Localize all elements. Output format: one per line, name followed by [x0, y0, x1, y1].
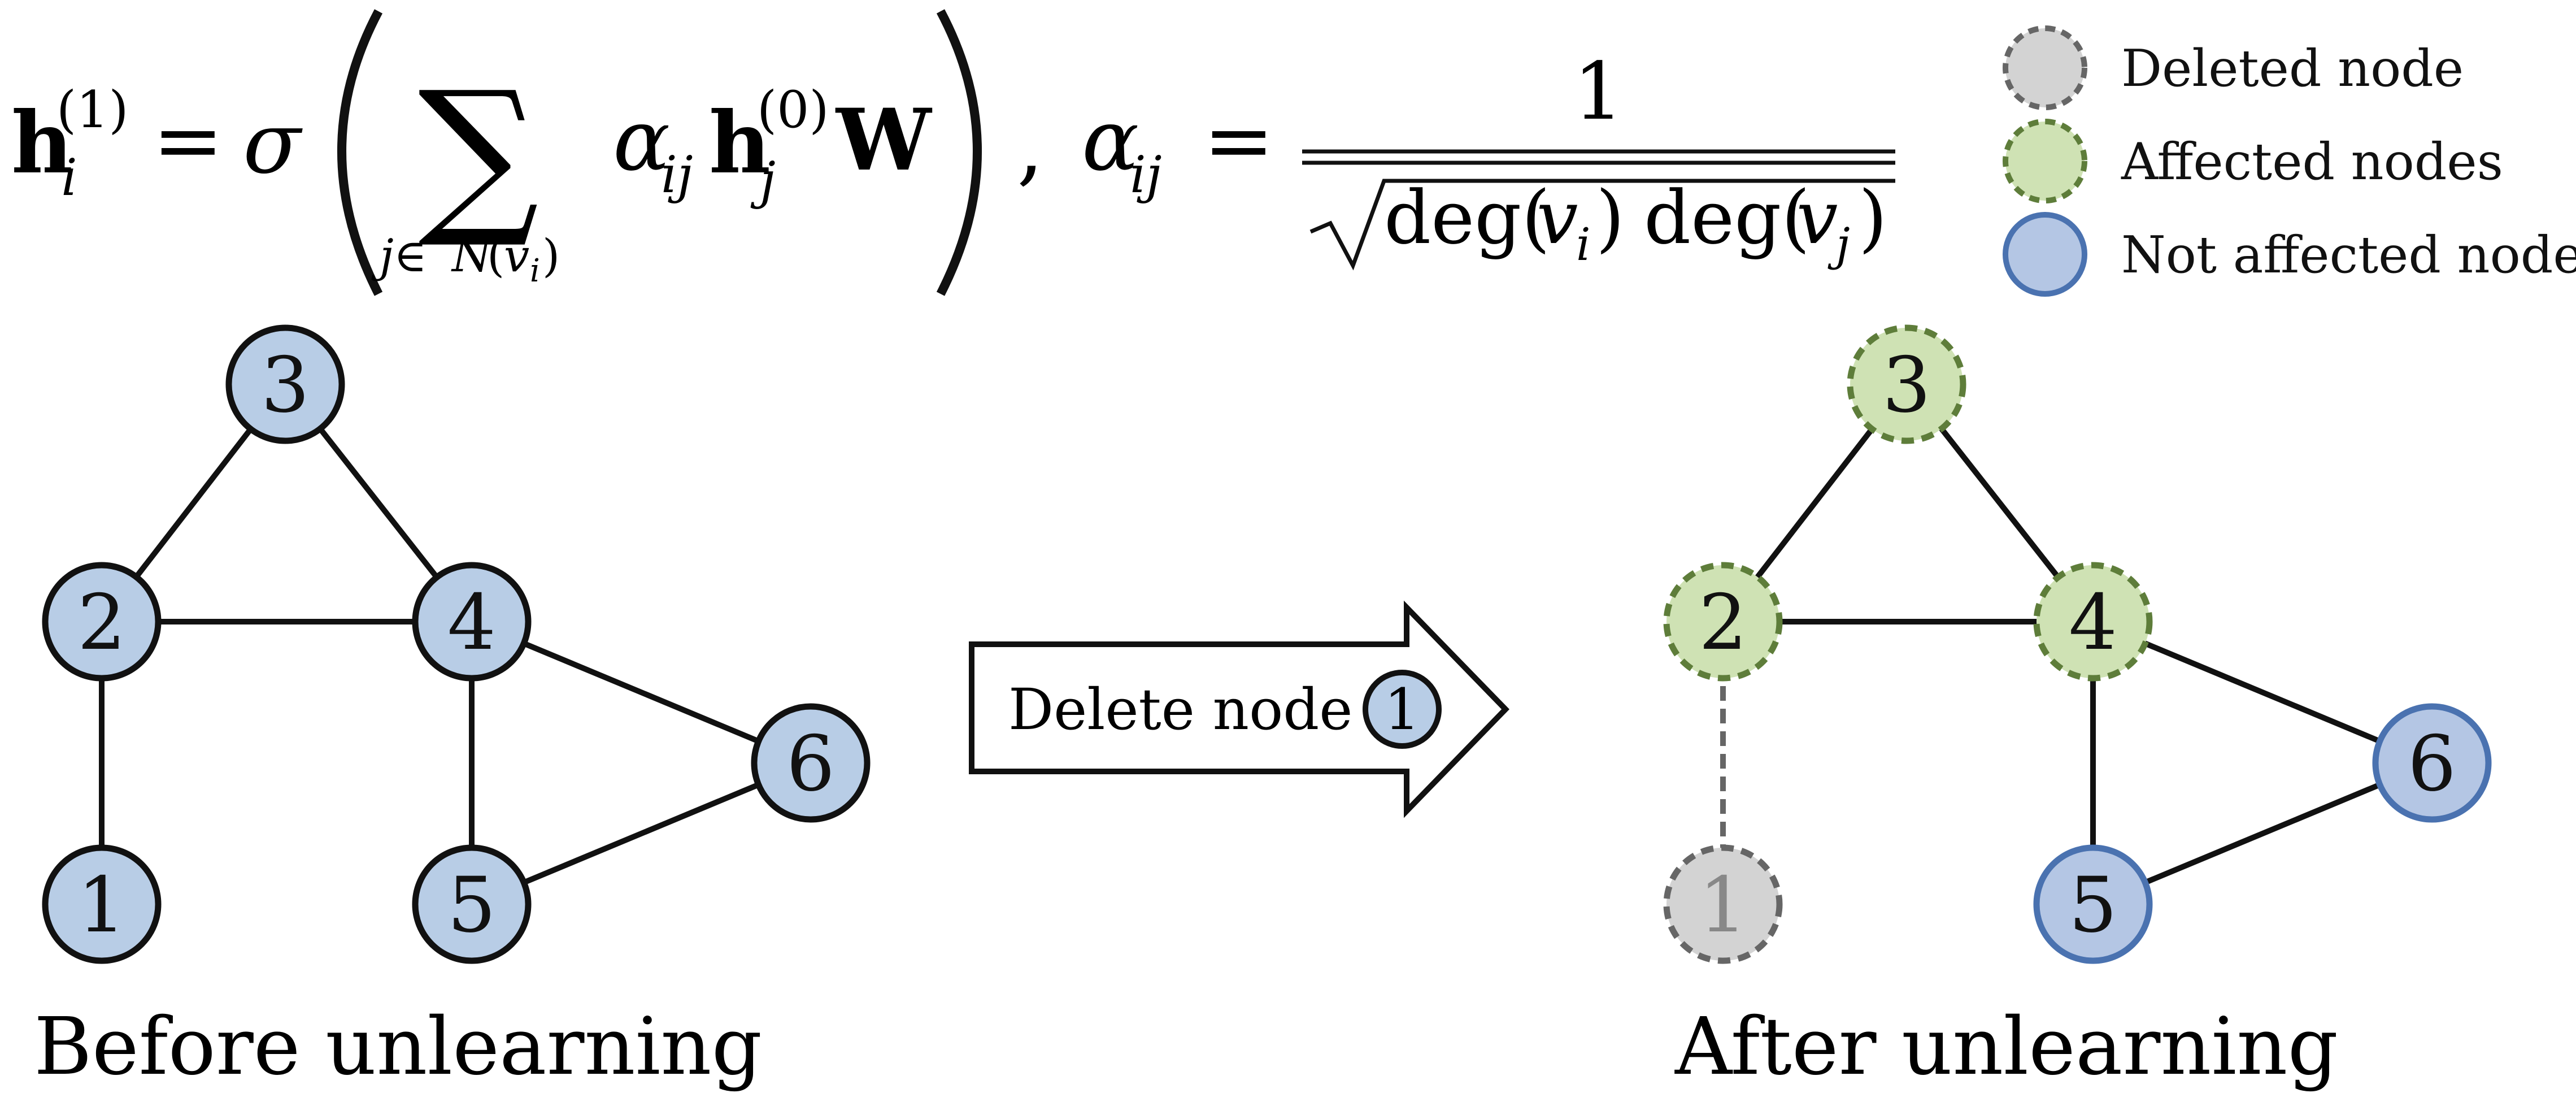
formula-W: W [835, 90, 933, 190]
formula-hj-sup: (0) [757, 80, 829, 140]
formula-vi: v [1537, 175, 1578, 261]
before-node-label-4: 4 [447, 578, 496, 667]
formula-sigma: σ [243, 94, 303, 193]
legend: Deleted node Affected nodes Not affected n… [2003, 25, 2576, 297]
before-node-label-6: 6 [786, 719, 835, 808]
formula-comma: , [1017, 97, 1044, 196]
formula-deg1: deg( [1384, 175, 1550, 261]
formula-hj: h [709, 93, 771, 193]
formula-sqrt-sign [1309, 179, 1895, 271]
before-node-label-5: 5 [447, 861, 496, 949]
arrow-node-label: 1 [1384, 676, 1420, 743]
formula-alpha2: α [1082, 92, 1139, 190]
formula-vi-sub: i [1576, 218, 1591, 271]
after-node-label-4: 4 [2069, 578, 2117, 667]
legend-swatch-affected [2003, 119, 2087, 203]
before-node-label-3: 3 [261, 341, 310, 430]
before-edge-4-6 [471, 619, 812, 766]
before-node-5 [412, 844, 532, 964]
formula-sum-sub-paren-close: ) [542, 229, 560, 282]
before-node-3 [225, 324, 345, 444]
before-node-1 [42, 844, 162, 964]
before-caption: Before unlearning [34, 1001, 762, 1093]
after-node-2 [1663, 562, 1783, 682]
formula-close2: ) [1859, 175, 1887, 261]
after-edge-4-6 [2092, 619, 2433, 766]
formula-sum-sub-j: j∈ [371, 229, 427, 282]
formula-paren-right [936, 9, 982, 296]
arrow-label: Delete node [1008, 676, 1352, 743]
after-node-label-6: 6 [2408, 719, 2456, 808]
formula-alpha-sub: ij [661, 145, 693, 205]
after-caption: After unlearning [1674, 1001, 2338, 1093]
formula-vj: v [1796, 175, 1838, 261]
formula-alpha2-sub: ij [1130, 145, 1162, 205]
formula-lhs-sub: i [61, 148, 77, 207]
formula-paren-left [337, 9, 383, 296]
formula-sum-sub-paren-open: ( [487, 229, 504, 282]
formula-lhs-sup: (1) [56, 80, 129, 140]
after-graph: 1 2 3 4 5 6 [1663, 324, 2492, 964]
after-node-label-2: 2 [1699, 578, 1747, 667]
formula-lhs-h: h [11, 93, 73, 193]
formula-alpha: α [613, 92, 670, 190]
before-node-2 [42, 562, 162, 682]
after-node-5 [2033, 844, 2153, 964]
after-node-1 [1663, 844, 1783, 964]
after-node-label-5: 5 [2069, 861, 2117, 949]
after-node-6 [2372, 703, 2492, 823]
arrow-node-icon [1363, 670, 1442, 749]
before-node-label-1: 1 [77, 861, 126, 949]
after-node-3 [1847, 324, 1966, 444]
before-edge-5-6 [471, 760, 812, 907]
formula-close1: ) [1596, 175, 1625, 261]
after-node-4 [2033, 562, 2153, 682]
before-node-4 [412, 562, 532, 682]
formula: h i (1) = σ ∑ j∈ N ( v i ) α ij h j (0) … [11, 9, 1895, 296]
legend-label-not-affected: Not affected nodes [2121, 225, 2576, 285]
arrow-shape [969, 600, 1509, 818]
legend-swatch-not-affected [2003, 212, 2087, 297]
formula-sum-sub-v: v [504, 229, 529, 282]
formula-numerator: 1 [1573, 46, 1624, 138]
before-graph: 1 2 3 4 5 6 [42, 324, 871, 964]
after-node-label-1: 1 [1699, 861, 1747, 949]
delete-arrow: Delete node 1 [969, 600, 1509, 818]
formula-deg2: deg( [1644, 175, 1810, 261]
after-edge-5-6 [2092, 760, 2433, 907]
legend-swatch-deleted [2003, 25, 2087, 110]
before-node-label-2: 2 [77, 578, 126, 667]
formula-sum: ∑ [418, 55, 539, 252]
legend-label-affected: Affected nodes [2121, 132, 2503, 192]
formula-equals2: = [1203, 92, 1274, 190]
formula-sum-sub-vi: i [530, 253, 540, 289]
formula-sum-sub-N: N [451, 229, 493, 282]
legend-label-deleted: Deleted node [2121, 39, 2464, 98]
formula-equals: = [153, 92, 224, 190]
after-node-label-3: 3 [1882, 341, 1931, 430]
before-node-6 [751, 703, 871, 823]
